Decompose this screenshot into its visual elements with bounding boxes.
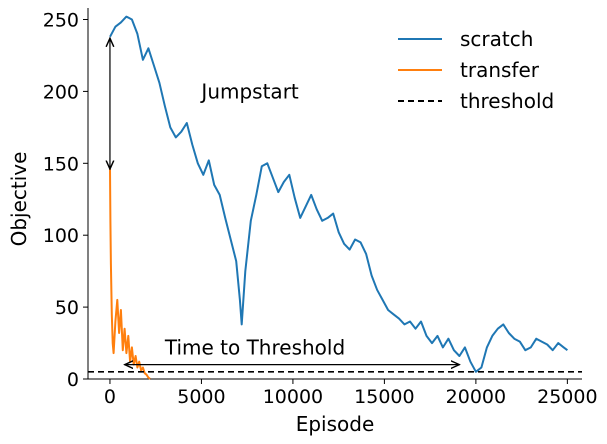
x-tick-label: 15000 xyxy=(354,386,414,408)
x-tick-label: 20000 xyxy=(446,386,506,408)
legend-label-threshold: threshold xyxy=(460,89,554,113)
y-axis-label: Objective xyxy=(7,152,31,247)
annotation-label: Jumpstart xyxy=(199,80,298,104)
x-tick-label: 5000 xyxy=(177,386,225,408)
legend-label-transfer: transfer xyxy=(460,58,540,82)
annotation-label: Time to Threshold xyxy=(164,336,345,360)
y-tick-label: 250 xyxy=(43,10,79,32)
y-tick-label: 100 xyxy=(43,225,79,247)
y-tick-label: 0 xyxy=(67,369,79,391)
axes: 0 5000 10000 15000 20000 25000 0 50 100 150 200 250 xyxy=(43,8,598,408)
annotations: Jumpstart Time to Threshold xyxy=(110,38,459,364)
x-tick-label: 25000 xyxy=(537,386,597,408)
y-tick-label: 200 xyxy=(43,81,79,103)
x-axis-label: Episode xyxy=(296,412,375,436)
legend-label-scratch: scratch xyxy=(460,27,533,51)
x-tick-label: 0 xyxy=(104,386,116,408)
y-tick-label: 50 xyxy=(55,297,79,319)
y-tick-label: 150 xyxy=(43,153,79,175)
legend: scratch transfer threshold xyxy=(398,27,554,113)
series-line-transfer xyxy=(109,169,151,380)
series-line-scratch xyxy=(109,15,569,373)
x-tick-label: 10000 xyxy=(263,386,323,408)
